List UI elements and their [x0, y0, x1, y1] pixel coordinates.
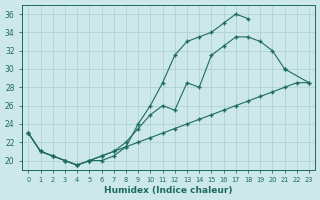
X-axis label: Humidex (Indice chaleur): Humidex (Indice chaleur)	[104, 186, 233, 195]
